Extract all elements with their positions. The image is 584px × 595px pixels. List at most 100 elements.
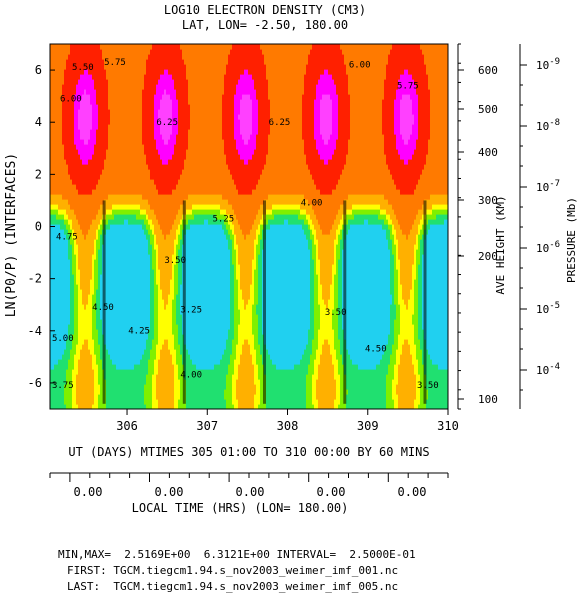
heatmap-cell: [178, 169, 181, 175]
heatmap-cell: [68, 384, 71, 390]
heatmap-cell: [164, 339, 167, 345]
heatmap-cell: [76, 369, 79, 375]
heatmap-cell: [82, 214, 85, 220]
heatmap-cell: [142, 259, 145, 265]
heatmap-cell: [156, 289, 159, 295]
heatmap-cell: [74, 389, 77, 395]
heatmap-cell: [120, 229, 123, 235]
heatmap-cell: [124, 159, 127, 165]
heatmap-cell: [174, 329, 177, 335]
heatmap-cell: [142, 364, 145, 370]
heatmap-cell: [148, 214, 151, 220]
heatmap-cell: [124, 84, 127, 90]
heatmap-cell: [114, 269, 117, 275]
heatmap-cell: [82, 199, 85, 205]
heatmap-cell: [88, 184, 91, 190]
heatmap-cell: [78, 184, 81, 190]
heatmap-cell: [86, 139, 89, 145]
heatmap-cell: [94, 44, 97, 50]
heatmap-cell: [180, 329, 183, 335]
heatmap-cell: [178, 354, 181, 360]
heatmap-cell: [78, 354, 81, 360]
heatmap-cell: [168, 54, 171, 60]
heatmap-cell: [120, 44, 123, 50]
heatmap-cell: [116, 44, 119, 50]
heatmap-cell: [116, 299, 119, 305]
heatmap-cell: [162, 94, 165, 100]
heatmap-cell: [152, 94, 155, 100]
heatmap-cell: [176, 69, 179, 75]
heatmap-cell: [90, 169, 93, 175]
heatmap-cell: [160, 144, 163, 150]
heatmap-cell: [130, 394, 133, 400]
heatmap-cell: [162, 144, 165, 150]
heatmap-cell: [114, 209, 117, 215]
heatmap-cell: [140, 229, 143, 235]
heatmap-cell: [70, 339, 73, 345]
heatmap-cell: [174, 304, 177, 310]
heatmap-cell: [56, 339, 59, 345]
heatmap-cell: [128, 399, 131, 405]
heatmap-cell: [160, 99, 163, 105]
heatmap-cell: [178, 374, 181, 380]
heatmap-cell: [110, 324, 113, 330]
heatmap-cell: [78, 279, 81, 285]
heatmap-cell: [96, 109, 99, 115]
heatmap-cell: [110, 349, 113, 355]
heatmap-cell: [180, 219, 183, 225]
heatmap-cell: [148, 79, 151, 85]
heatmap-cell: [64, 174, 67, 180]
heatmap-cell: [116, 304, 119, 310]
heatmap-cell: [130, 264, 133, 270]
heatmap-cell: [144, 94, 147, 100]
heatmap-cell: [142, 144, 145, 150]
heatmap-cell: [136, 404, 139, 409]
heatmap-cell: [132, 109, 135, 115]
heatmap-cell: [58, 64, 61, 70]
heatmap-cell: [96, 54, 99, 60]
heatmap-cell: [120, 149, 123, 155]
heatmap-cell: [82, 274, 85, 280]
heatmap-cell: [128, 379, 131, 385]
heatmap-cell: [66, 304, 69, 310]
heatmap-cell: [62, 209, 65, 215]
heatmap-cell: [94, 169, 97, 175]
heatmap-cell: [58, 174, 61, 180]
heatmap-cell: [110, 344, 113, 350]
heatmap-cell: [84, 234, 87, 240]
heatmap-cell: [178, 229, 181, 235]
heatmap-cell: [170, 244, 173, 250]
heatmap-cell: [54, 364, 57, 370]
heatmap-cell: [150, 204, 153, 210]
heatmap-cell: [158, 164, 161, 170]
heatmap-cell: [58, 304, 61, 310]
heatmap-cell: [106, 174, 109, 180]
heatmap-cell: [144, 199, 147, 205]
heatmap-cell: [162, 44, 165, 50]
heatmap-cell: [94, 174, 97, 180]
heatmap-cell: [178, 249, 181, 255]
heatmap-cell: [132, 234, 135, 240]
heatmap-cell: [156, 374, 159, 380]
heatmap-cell: [68, 139, 71, 145]
heatmap-cell: [98, 64, 101, 70]
heatmap-cell: [92, 289, 95, 295]
heatmap-cell: [164, 254, 167, 260]
heatmap-cell: [94, 289, 97, 295]
heatmap-cell: [172, 239, 175, 245]
heatmap-cell: [180, 204, 183, 210]
heatmap-cell: [126, 254, 129, 260]
heatmap-cell: [176, 79, 179, 85]
heatmap-cell: [116, 154, 119, 160]
heatmap-cell: [186, 394, 189, 400]
heatmap-cell: [166, 259, 169, 265]
heatmap-cell: [56, 104, 59, 110]
heatmap-cell: [120, 344, 123, 350]
heatmap-cell: [170, 249, 173, 255]
heatmap-cell: [78, 129, 81, 135]
heatmap-cell: [132, 199, 135, 205]
heatmap-cell: [66, 49, 69, 55]
heatmap-cell: [146, 269, 149, 275]
heatmap-cell: [174, 49, 177, 55]
heatmap-cell: [142, 189, 145, 195]
